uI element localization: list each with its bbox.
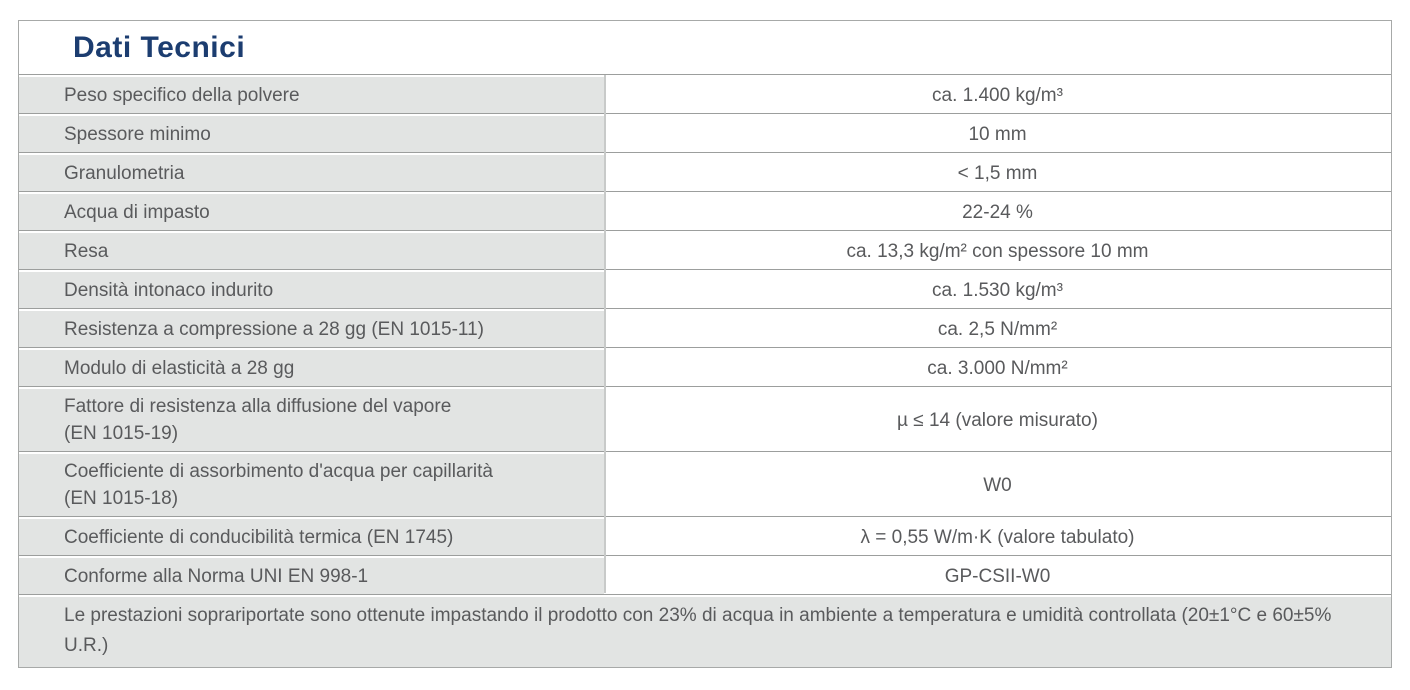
spec-value: ca. 1.530 kg/m³ (604, 272, 1391, 308)
technical-data-panel: Dati Tecnici Peso specifico della polver… (18, 20, 1392, 668)
spec-row: Conforme alla Norma UNI EN 998-1 GP-CSII… (19, 558, 1391, 595)
panel-header: Dati Tecnici (19, 21, 1391, 75)
spec-row: Acqua di impasto 22-24 % (19, 194, 1391, 231)
spec-value: µ ≤ 14 (valore misurato) (604, 389, 1391, 451)
spec-row: Fattore di resistenza alla diffusione de… (19, 389, 1391, 452)
footer-note: Le prestazioni soprariportate sono otten… (19, 597, 1391, 667)
spec-value: ca. 3.000 N/mm² (604, 350, 1391, 386)
spec-label: Peso specifico della polvere (19, 77, 604, 113)
spec-value: 10 mm (604, 116, 1391, 152)
spec-row: Modulo di elasticità a 28 gg ca. 3.000 N… (19, 350, 1391, 387)
spec-value: 22-24 % (604, 194, 1391, 230)
spec-value: λ = 0,55 W/m·K (valore tabulato) (604, 519, 1391, 555)
spec-label: Resistenza a compressione a 28 gg (EN 10… (19, 311, 604, 347)
spec-label: Conforme alla Norma UNI EN 998-1 (19, 558, 604, 594)
spec-row: Resa ca. 13,3 kg/m² con spessore 10 mm (19, 233, 1391, 270)
spec-label: Spessore minimo (19, 116, 604, 152)
spec-label: Modulo di elasticità a 28 gg (19, 350, 604, 386)
spec-label: Acqua di impasto (19, 194, 604, 230)
spec-label: Resa (19, 233, 604, 269)
spec-label: Coefficiente di conducibilità termica (E… (19, 519, 604, 555)
spec-table: Peso specifico della polvere ca. 1.400 k… (19, 75, 1391, 595)
spec-value: < 1,5 mm (604, 155, 1391, 191)
spec-label: Coefficiente di assorbimento d'acqua per… (19, 454, 604, 516)
spec-value: W0 (604, 454, 1391, 516)
spec-label: Densità intonaco indurito (19, 272, 604, 308)
panel-title: Dati Tecnici (73, 30, 246, 64)
spec-label: Granulometria (19, 155, 604, 191)
spec-row: Resistenza a compressione a 28 gg (EN 10… (19, 311, 1391, 348)
spec-row: Granulometria < 1,5 mm (19, 155, 1391, 192)
spec-row: Spessore minimo 10 mm (19, 116, 1391, 153)
spec-row: Coefficiente di conducibilità termica (E… (19, 519, 1391, 556)
spec-value: GP-CSII-W0 (604, 558, 1391, 594)
spec-label: Fattore di resistenza alla diffusione de… (19, 389, 604, 451)
spec-row: Peso specifico della polvere ca. 1.400 k… (19, 77, 1391, 114)
spec-row: Coefficiente di assorbimento d'acqua per… (19, 454, 1391, 517)
spec-value: ca. 1.400 kg/m³ (604, 77, 1391, 113)
spec-row: Densità intonaco indurito ca. 1.530 kg/m… (19, 272, 1391, 309)
spec-value: ca. 13,3 kg/m² con spessore 10 mm (604, 233, 1391, 269)
spec-value: ca. 2,5 N/mm² (604, 311, 1391, 347)
